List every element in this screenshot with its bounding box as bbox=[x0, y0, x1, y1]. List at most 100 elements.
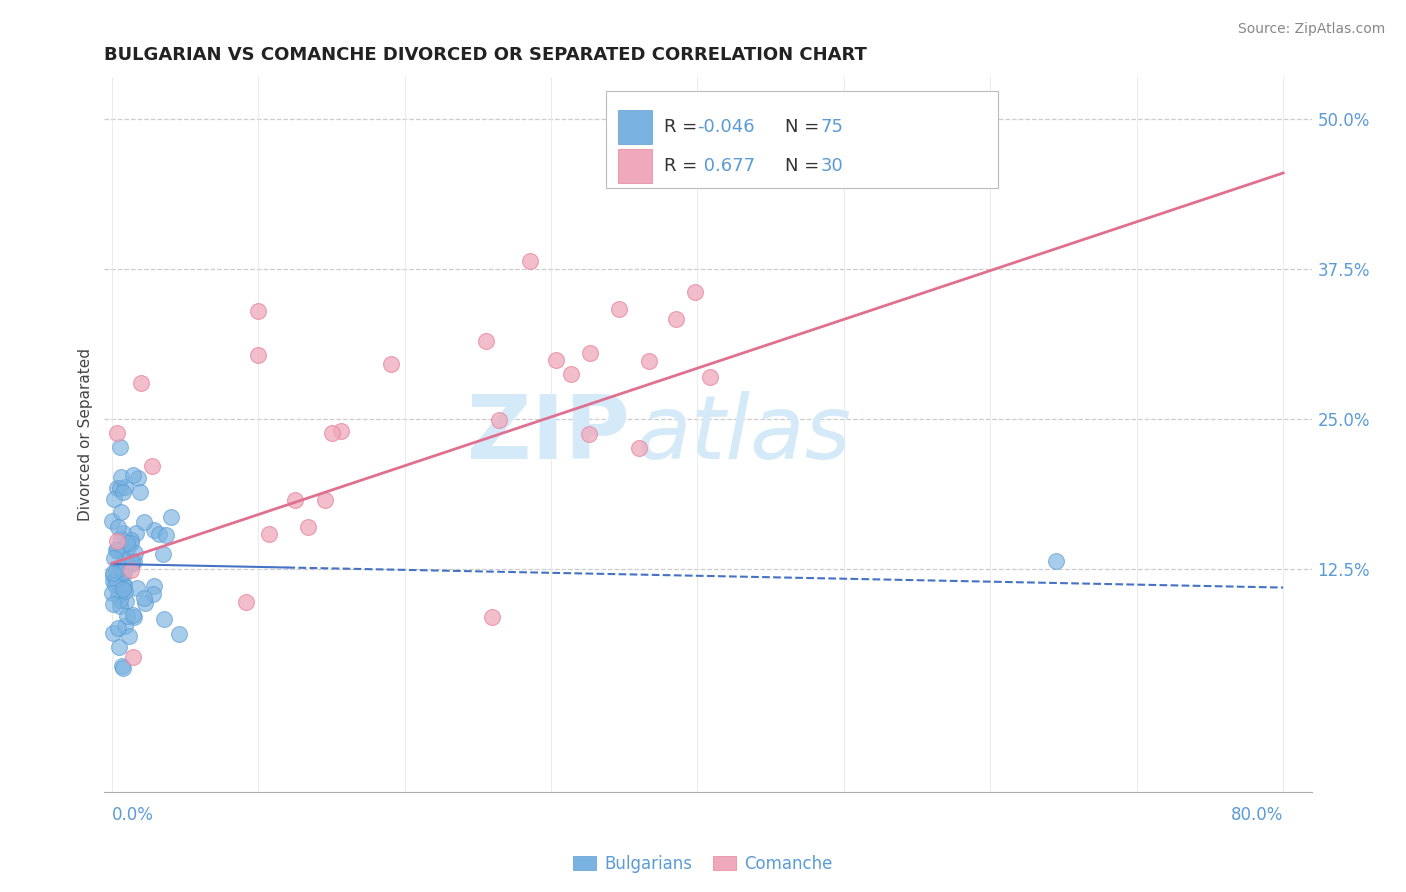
Bulgarians bbox=[110, 505, 132, 519]
Bulgarians bbox=[121, 555, 143, 569]
Bulgarians bbox=[111, 485, 134, 500]
Bulgarians bbox=[101, 574, 124, 588]
Bulgarians bbox=[110, 532, 132, 546]
Bulgarians bbox=[117, 540, 139, 554]
Bulgarians bbox=[114, 552, 136, 566]
Bulgarians bbox=[110, 561, 132, 575]
Text: 80.0%: 80.0% bbox=[1230, 806, 1284, 824]
Comanche bbox=[107, 533, 129, 548]
Bulgarians bbox=[121, 608, 143, 623]
Bulgarians bbox=[132, 591, 155, 605]
Bulgarians bbox=[111, 658, 134, 673]
Bulgarians bbox=[101, 566, 124, 581]
Bulgarians bbox=[121, 557, 143, 571]
Bulgarians bbox=[120, 536, 142, 550]
Bulgarians bbox=[100, 585, 122, 599]
Bulgarians bbox=[132, 516, 155, 530]
Bulgarians bbox=[103, 598, 125, 612]
Comanche bbox=[638, 354, 661, 368]
Text: ZIP: ZIP bbox=[467, 391, 630, 478]
Comanche bbox=[475, 334, 498, 348]
Text: -0.046: -0.046 bbox=[697, 118, 755, 136]
Bulgarians bbox=[142, 579, 165, 593]
Bulgarians bbox=[112, 577, 135, 591]
Legend: Bulgarians, Comanche: Bulgarians, Comanche bbox=[567, 848, 839, 880]
Comanche bbox=[120, 563, 142, 577]
FancyBboxPatch shape bbox=[617, 149, 651, 184]
Bulgarians bbox=[115, 609, 138, 624]
Bulgarians bbox=[105, 573, 128, 587]
Comanche bbox=[481, 610, 503, 624]
Bulgarians bbox=[107, 588, 129, 602]
Bulgarians bbox=[117, 536, 139, 550]
Text: 0.677: 0.677 bbox=[697, 157, 755, 175]
Bulgarians bbox=[152, 547, 174, 561]
Bulgarians bbox=[120, 533, 142, 547]
Comanche bbox=[247, 304, 270, 318]
Bulgarians bbox=[108, 481, 131, 495]
Bulgarians bbox=[110, 469, 132, 483]
Text: 30: 30 bbox=[821, 157, 844, 175]
Comanche bbox=[685, 285, 707, 299]
Bulgarians bbox=[103, 492, 125, 507]
Bulgarians bbox=[167, 627, 190, 641]
Bulgarians bbox=[111, 583, 134, 598]
Comanche bbox=[579, 346, 602, 360]
Bulgarians bbox=[105, 542, 128, 557]
Comanche bbox=[235, 595, 257, 609]
Text: atlas: atlas bbox=[636, 392, 851, 477]
Bulgarians bbox=[122, 467, 145, 482]
Comanche bbox=[560, 368, 582, 382]
Comanche bbox=[141, 458, 163, 473]
Bulgarians bbox=[101, 567, 124, 582]
Text: Source: ZipAtlas.com: Source: ZipAtlas.com bbox=[1237, 22, 1385, 37]
Bulgarians bbox=[127, 470, 149, 484]
Bulgarians bbox=[108, 640, 131, 655]
Bulgarians bbox=[105, 542, 128, 557]
Bulgarians bbox=[111, 525, 134, 540]
Text: BULGARIAN VS COMANCHE DIVORCED OR SEPARATED CORRELATION CHART: BULGARIAN VS COMANCHE DIVORCED OR SEPARA… bbox=[104, 46, 868, 64]
Bulgarians bbox=[125, 526, 148, 541]
Bulgarians bbox=[108, 599, 131, 613]
Comanche bbox=[129, 376, 152, 391]
Bulgarians bbox=[111, 582, 134, 596]
Bulgarians bbox=[103, 551, 125, 566]
Bulgarians bbox=[155, 528, 177, 542]
Text: R =: R = bbox=[664, 157, 703, 175]
Bulgarians bbox=[112, 566, 135, 581]
Bulgarians bbox=[107, 544, 129, 558]
Bulgarians bbox=[118, 629, 141, 643]
Bulgarians bbox=[101, 626, 124, 640]
Comanche bbox=[259, 526, 281, 541]
Bulgarians bbox=[111, 661, 134, 675]
FancyBboxPatch shape bbox=[617, 110, 651, 145]
Comanche bbox=[122, 649, 145, 664]
Text: 75: 75 bbox=[821, 118, 844, 136]
Text: N =: N = bbox=[785, 157, 824, 175]
Bulgarians bbox=[142, 523, 165, 537]
Comanche bbox=[284, 493, 307, 508]
Bulgarians bbox=[114, 480, 136, 494]
Bulgarians bbox=[124, 610, 146, 624]
Bulgarians bbox=[101, 514, 124, 528]
Comanche bbox=[665, 312, 688, 326]
Comanche bbox=[380, 357, 402, 371]
Bulgarians bbox=[153, 612, 176, 626]
Bulgarians bbox=[111, 541, 134, 556]
Bulgarians bbox=[129, 484, 152, 499]
Bulgarians bbox=[142, 587, 165, 601]
Bulgarians bbox=[114, 619, 136, 633]
Comanche bbox=[488, 413, 510, 427]
FancyBboxPatch shape bbox=[606, 91, 998, 187]
Bulgarians bbox=[114, 583, 136, 598]
Comanche bbox=[519, 253, 541, 268]
Y-axis label: Divorced or Separated: Divorced or Separated bbox=[79, 348, 93, 521]
Text: 0.0%: 0.0% bbox=[111, 806, 153, 824]
Bulgarians bbox=[104, 578, 127, 592]
Bulgarians bbox=[104, 563, 127, 577]
Bulgarians bbox=[108, 440, 131, 454]
Bulgarians bbox=[107, 520, 129, 534]
Comanche bbox=[699, 370, 721, 384]
Comanche bbox=[105, 425, 128, 440]
Comanche bbox=[607, 302, 630, 317]
